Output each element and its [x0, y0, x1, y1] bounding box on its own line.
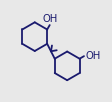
Text: OH: OH [85, 51, 100, 61]
Text: OH: OH [43, 14, 58, 24]
